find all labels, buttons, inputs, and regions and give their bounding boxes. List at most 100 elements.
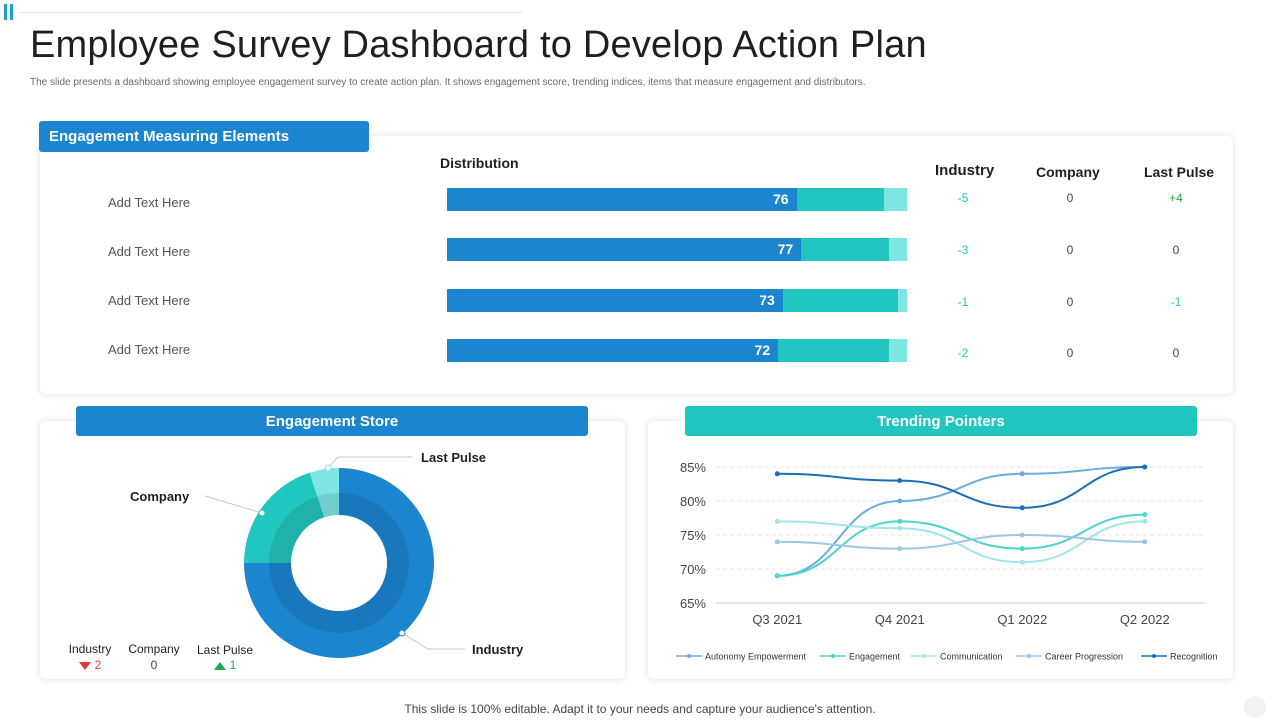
data-point: [897, 518, 903, 524]
bar-segment-mid: [782, 289, 898, 312]
series-line-recognition: [777, 466, 1145, 509]
distribution-bar: 72: [447, 339, 907, 362]
bar-score-label: 73: [759, 292, 775, 308]
page-title: Employee Survey Dashboard to Develop Act…: [30, 24, 927, 66]
x-tick-label: Q4 2021: [875, 612, 925, 627]
trending-line-chart: 65% 70% 75% 80% 85% Q3 2021 Q4 2021 Q1 2022 Q2 2…: [676, 460, 1218, 662]
legend-label: Career Progression: [1045, 652, 1123, 662]
down-arrow-icon: [78, 661, 91, 670]
series-line-engagement: [777, 513, 1145, 577]
store-banner: Engagement Store: [76, 406, 588, 436]
bar-segment-score: 72: [447, 339, 779, 362]
industry-value: -3: [957, 243, 969, 257]
data-point: [897, 525, 903, 531]
distribution-bar: 73: [447, 289, 907, 312]
y-tick-label: 85%: [680, 460, 706, 475]
summary-label-last-pulse: Last Pulse: [196, 643, 254, 657]
y-tick-label: 70%: [680, 562, 706, 577]
bar-segment-light: [888, 339, 907, 362]
data-point: [774, 539, 780, 545]
up-arrow-icon: [213, 661, 226, 670]
distribution-header: Distribution: [440, 155, 519, 171]
data-point: [1142, 539, 1148, 545]
last-pulse-value: +4: [1169, 191, 1183, 205]
data-point: [1142, 518, 1148, 524]
industry-value: -5: [957, 191, 969, 205]
last-pulse-header: Last Pulse: [1144, 164, 1215, 180]
series-line-career-progression: [777, 533, 1145, 550]
summary-label-company: Company: [128, 642, 180, 656]
y-tick-label: 65%: [680, 596, 706, 611]
last-pulse-leader-line: [327, 456, 412, 469]
row-label: Add Text Here: [108, 195, 191, 210]
legend-marker: [687, 654, 691, 658]
summary-value-industry: 2: [62, 658, 118, 672]
summary-label-industry: Industry: [68, 642, 112, 656]
last-pulse-value: -1: [1170, 295, 1182, 309]
trend-banner: Trending Pointers: [685, 406, 1197, 436]
bar-segment-mid: [778, 339, 889, 362]
company-header: Company: [1036, 164, 1100, 180]
legend-label: Engagement: [849, 652, 901, 662]
corner-marks: [4, 4, 13, 20]
x-tick-label: Q2 2022: [1120, 612, 1170, 627]
data-point: [1019, 546, 1025, 552]
company-value: 0: [1066, 346, 1074, 360]
legend-label: Communication: [940, 652, 1003, 662]
top-rule: [20, 12, 522, 13]
bar-segment-mid: [796, 188, 884, 211]
pie-label-company: Company: [130, 489, 190, 504]
industry-value: -1: [957, 295, 969, 309]
company-value: 0: [1066, 191, 1074, 205]
legend-label: Autonomy Empowerment: [705, 652, 807, 662]
engagement-donut-chart: [204, 456, 465, 658]
data-point: [1142, 512, 1148, 518]
x-tick-label: Q1 2022: [997, 612, 1047, 627]
legend-marker: [1027, 654, 1031, 658]
bar-segment-score: 77: [447, 238, 802, 261]
industry-header: Industry: [935, 162, 995, 179]
trend-card: [648, 421, 1233, 679]
summary-value-company: 0: [150, 658, 158, 672]
data-point: [897, 478, 903, 484]
legend-marker: [831, 654, 835, 658]
data-point: [1142, 464, 1148, 470]
company-value: 0: [1066, 243, 1074, 257]
bar-segment-light: [883, 188, 907, 211]
data-point: [774, 518, 780, 524]
donut-hole: [291, 515, 387, 611]
last-pulse-value: 0: [1172, 346, 1180, 360]
data-point: [897, 498, 903, 504]
page-subtitle: The slide presents a dashboard showing e…: [30, 77, 866, 88]
bar-segment-light: [888, 238, 907, 261]
y-tick-label: 80%: [680, 494, 706, 509]
data-point: [897, 546, 903, 552]
company-leader-line: [204, 495, 263, 514]
row-label: Add Text Here: [108, 342, 191, 357]
last-pulse-value: 0: [1172, 243, 1180, 257]
data-point: [1019, 471, 1025, 477]
industry-value: -2: [957, 346, 969, 360]
data-point: [774, 573, 780, 579]
company-value: 0: [1066, 295, 1074, 309]
footer-note: This slide is 100% editable. Adapt it to…: [404, 702, 876, 716]
distribution-bar: 76: [447, 188, 907, 211]
row-label: Add Text Here: [108, 244, 191, 259]
data-point: [1019, 559, 1025, 565]
pie-label-industry: Industry: [472, 642, 524, 657]
row-label: Add Text Here: [108, 293, 191, 308]
distribution-bar: 77: [447, 238, 907, 261]
industry-marker: [398, 629, 406, 637]
bar-score-label: 77: [777, 241, 794, 257]
legend-marker: [922, 654, 926, 658]
y-tick-label: 75%: [680, 528, 706, 543]
company-marker: [258, 509, 266, 517]
x-tick-label: Q3 2021: [752, 612, 802, 627]
measuring-banner: Engagement Measuring Elements: [39, 121, 369, 152]
summary-value-last-pulse: 1: [190, 658, 260, 672]
corner-dot: [1244, 696, 1266, 718]
bar-score-label: 76: [773, 191, 789, 207]
bar-segment-light: [897, 289, 907, 312]
bar-segment-score: 76: [447, 188, 797, 211]
industry-leader-line: [401, 632, 465, 650]
